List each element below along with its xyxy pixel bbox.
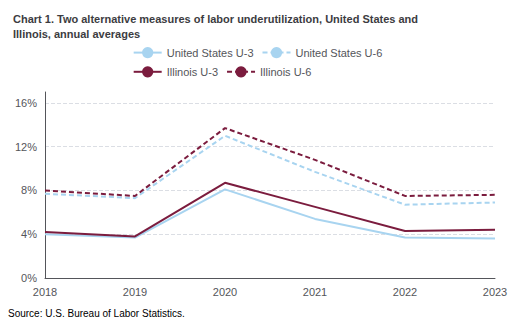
svg-text:Source: U.S. Bureau of Labor S: Source: U.S. Bureau of Labor Statistics.	[8, 308, 185, 319]
svg-text:2022: 2022	[393, 286, 417, 298]
svg-text:2020: 2020	[213, 286, 237, 298]
svg-text:Chart 1. Two alternative measu: Chart 1. Two alternative measures of lab…	[13, 13, 418, 25]
svg-text:12%: 12%	[15, 141, 37, 153]
svg-text:2023: 2023	[483, 286, 507, 298]
svg-text:2019: 2019	[123, 286, 147, 298]
svg-text:United States U-6: United States U-6	[296, 47, 383, 59]
svg-text:16%: 16%	[15, 97, 37, 109]
svg-text:Illinois, annual averages: Illinois, annual averages	[13, 28, 140, 40]
svg-text:0%: 0%	[21, 272, 37, 284]
svg-text:2021: 2021	[303, 286, 327, 298]
svg-text:4%: 4%	[21, 228, 37, 240]
svg-text:2018: 2018	[33, 286, 57, 298]
svg-text:United States U-3: United States U-3	[167, 47, 254, 59]
svg-text:Illinois U-6: Illinois U-6	[260, 66, 311, 78]
svg-text:8%: 8%	[21, 184, 37, 196]
svg-text:Illinois U-3: Illinois U-3	[167, 66, 218, 78]
